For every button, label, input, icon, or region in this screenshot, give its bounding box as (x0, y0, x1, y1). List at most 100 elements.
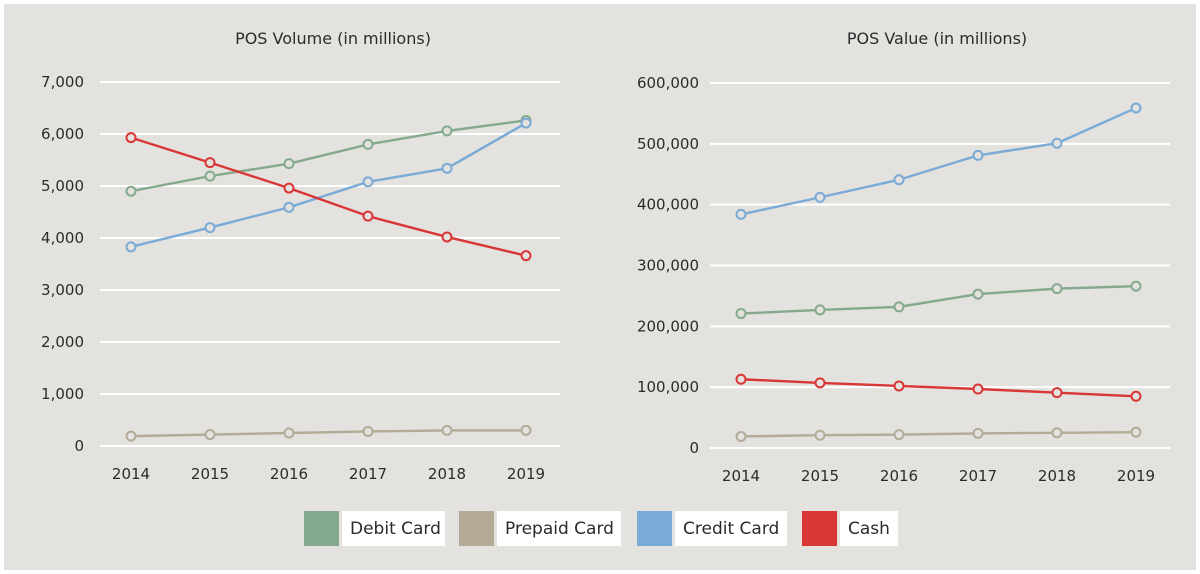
data-point (441, 424, 453, 436)
legend-label: Prepaid Card (505, 519, 614, 539)
data-point (972, 149, 984, 161)
series-prepaid-card (735, 426, 1142, 442)
x-tick-label: 2016 (270, 465, 308, 483)
series-debit-card (735, 280, 1142, 320)
legend-label: Credit Card (683, 519, 779, 539)
legend-swatch (304, 511, 339, 546)
chart-canvas: POS Volume (in millions) 0 1,000 2,000 3,00… (41, 29, 1170, 546)
y-tick-label: 7,000 (41, 73, 84, 91)
legend-item-debit-card: Debit Card (304, 511, 445, 546)
data-point (283, 182, 295, 194)
x-tick-label: 2017 (959, 467, 997, 485)
data-point (204, 170, 216, 182)
legend-label: Debit Card (350, 519, 441, 539)
series-credit-card (125, 117, 532, 253)
legend: Debit Card Prepaid Card Credit Card Cash (304, 511, 898, 546)
data-point (520, 424, 532, 436)
data-point (362, 176, 374, 188)
data-point (362, 138, 374, 150)
y-tick-label: 3,000 (41, 281, 84, 299)
data-point (1130, 102, 1142, 114)
x-tick-label: 2019 (507, 465, 545, 483)
pos-value-chart: POS Value (in millions) 0 100,000 200,000 3… (637, 29, 1170, 485)
chart-title: POS Volume (in millions) (235, 29, 431, 48)
chart-title: POS Value (in millions) (847, 29, 1027, 48)
y-tick-label: 600,000 (637, 74, 699, 92)
series-line (130, 136, 527, 257)
data-point (1130, 280, 1142, 292)
data-point (735, 430, 747, 442)
data-point (362, 210, 374, 222)
legend-swatch (459, 511, 494, 546)
data-point (283, 427, 295, 439)
x-tick-label: 2017 (349, 465, 387, 483)
data-point (735, 208, 747, 220)
data-point (441, 231, 453, 243)
series-line (130, 122, 527, 249)
y-tick-label: 5,000 (41, 177, 84, 195)
series-line (740, 378, 1137, 398)
series-prepaid-card (125, 424, 532, 442)
data-point (735, 308, 747, 320)
series-line (740, 284, 1137, 315)
data-point (441, 162, 453, 174)
legend-label-box (840, 511, 898, 546)
x-tick-label: 2018 (428, 465, 466, 483)
data-point (893, 301, 905, 313)
data-point (125, 430, 137, 442)
series-credit-card (735, 102, 1142, 220)
legend-label-box (675, 511, 787, 546)
data-point (814, 304, 826, 316)
series-cash (735, 373, 1142, 402)
series-line (130, 119, 527, 193)
data-point (125, 241, 137, 253)
y-tick-label: 300,000 (637, 257, 699, 275)
y-tick-label: 200,000 (637, 317, 699, 335)
data-point (972, 288, 984, 300)
gridlines (710, 82, 1170, 449)
legend-item-cash: Cash (802, 511, 898, 546)
y-tick-label: 4,000 (41, 229, 84, 247)
y-tick-label: 500,000 (637, 135, 699, 153)
data-point (125, 185, 137, 197)
series-line (740, 106, 1137, 216)
data-point (283, 201, 295, 213)
legend-label-box (497, 511, 621, 546)
data-point (204, 222, 216, 234)
y-tick-label: 0 (74, 437, 84, 455)
data-point (204, 429, 216, 441)
data-point (125, 132, 137, 144)
x-tick-label: 2015 (801, 467, 839, 485)
y-axis: 0 1,000 2,000 3,000 4,000 5,000 6,000 7,000 (41, 73, 84, 455)
x-tick-label: 2014 (722, 467, 760, 485)
legend-item-prepaid-card: Prepaid Card (459, 511, 621, 546)
data-point (814, 377, 826, 389)
x-tick-label: 2015 (191, 465, 229, 483)
data-point (520, 117, 532, 129)
data-point (283, 158, 295, 170)
x-axis: 2014 2015 2016 2017 2018 2019 (722, 467, 1155, 485)
series-cash (125, 132, 532, 262)
legend-label: Cash (848, 519, 890, 539)
legend-item-credit-card: Credit Card (637, 511, 787, 546)
data-point (362, 425, 374, 437)
legend-swatch (637, 511, 672, 546)
y-tick-label: 400,000 (637, 196, 699, 214)
data-point (441, 125, 453, 137)
series-line (740, 430, 1137, 438)
y-tick-label: 0 (689, 439, 699, 457)
legend-swatch (802, 511, 837, 546)
data-point (1051, 427, 1063, 439)
series-line (130, 429, 526, 438)
data-point (1130, 426, 1142, 438)
data-point (520, 250, 532, 262)
data-point (1051, 387, 1063, 399)
x-tick-label: 2018 (1038, 467, 1076, 485)
chart-figure: POS Volume (in millions) 0 1,000 2,000 3,00… (4, 4, 1196, 570)
y-tick-label: 2,000 (41, 333, 84, 351)
legend-label-box (342, 511, 445, 546)
y-axis: 0 100,000 200,000 300,000 400,000 500,000 600,… (637, 74, 699, 457)
data-point (972, 427, 984, 439)
data-point (893, 380, 905, 392)
data-point (814, 191, 826, 203)
